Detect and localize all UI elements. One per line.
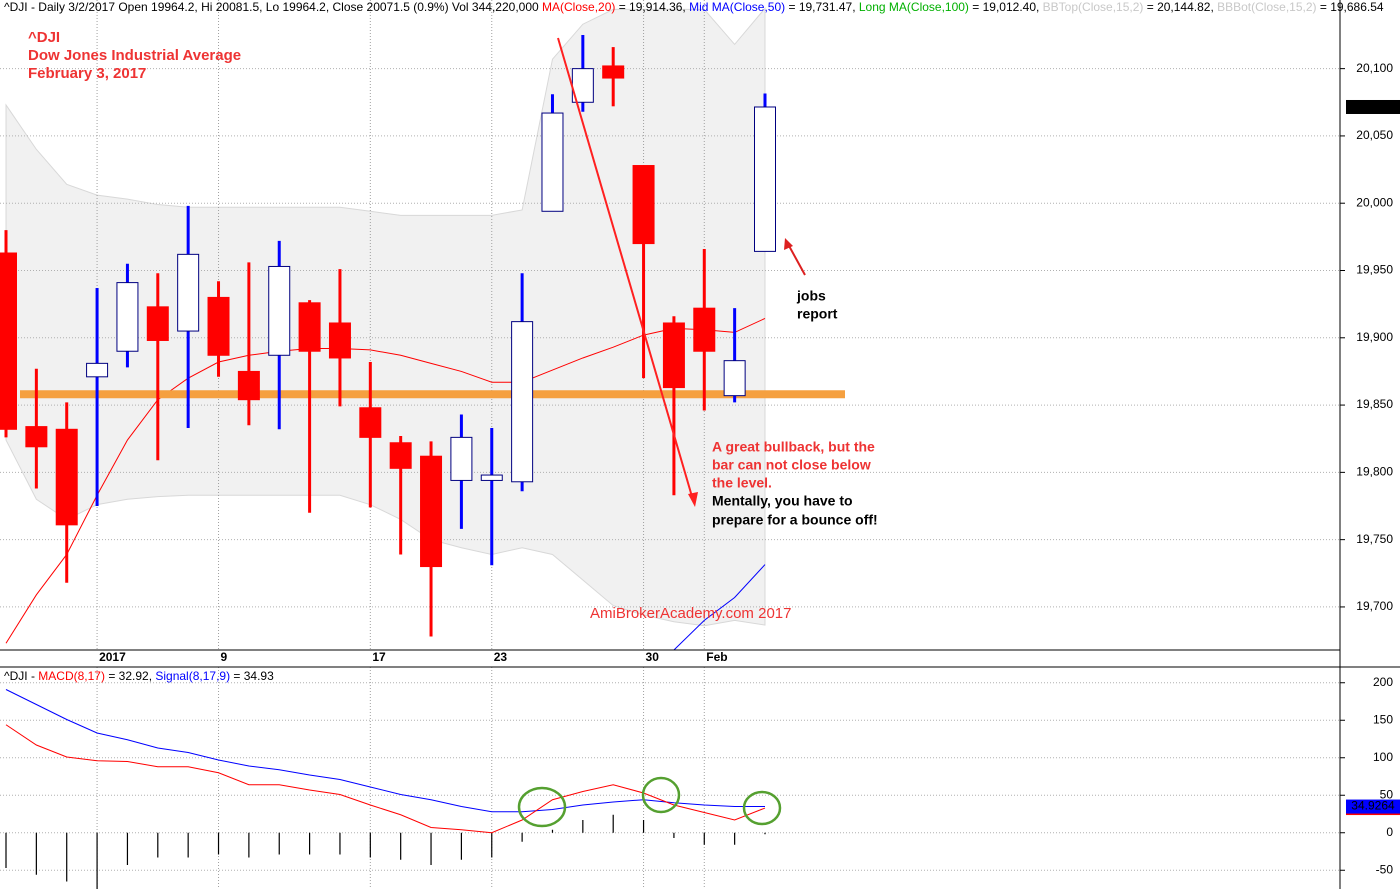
annotation: jobs — [796, 288, 826, 304]
y-tick-label: 19,950 — [1356, 263, 1393, 277]
candle-body — [511, 321, 534, 483]
candle-body — [146, 306, 169, 341]
legend-reading: = 19,731.47, — [785, 0, 859, 14]
y-tick-label: 150 — [1373, 712, 1393, 726]
x-tick-label: 2017 — [99, 650, 126, 664]
legend-entry: MA(Close,20) — [542, 0, 615, 14]
y-tick-label: 19,800 — [1356, 465, 1393, 479]
y-tick-label: 100 — [1373, 750, 1393, 764]
arrow-head — [784, 238, 793, 250]
candle-body — [754, 106, 776, 252]
annotation: Mentally, you have to — [712, 493, 853, 509]
y-tick-label: 20,000 — [1356, 195, 1393, 209]
annotation: bar can not close below — [712, 457, 871, 473]
annotation: A great bullback, but the — [712, 439, 875, 455]
candle-body — [541, 112, 564, 212]
legend-entry: MACD(8,17) — [38, 669, 105, 683]
bollinger-band — [5, 6, 766, 627]
y-tick-label: 20,100 — [1356, 61, 1393, 75]
candle-body — [328, 322, 351, 359]
x-tick-label: 30 — [646, 650, 660, 664]
header-text: ^DJI - — [4, 669, 38, 683]
indicator-line — [5, 724, 766, 834]
annotation: prepare for a bounce off! — [712, 512, 878, 528]
candle-body — [450, 436, 473, 481]
moving-average — [5, 318, 766, 644]
candle-body — [359, 407, 382, 438]
value-label-box — [1346, 99, 1400, 114]
crossover-circle — [641, 776, 681, 814]
y-tick-label: 19,900 — [1356, 330, 1393, 344]
value-label: 34.9264 — [1351, 799, 1395, 813]
candle-body — [177, 253, 200, 332]
x-tick-label: Feb — [706, 650, 727, 664]
y-tick-label: 19,700 — [1356, 599, 1393, 613]
y-tick-label: 50 — [1380, 787, 1394, 801]
candle-body — [55, 428, 78, 526]
y-tick-label: -50 — [1376, 862, 1394, 876]
trend-arrow — [557, 37, 694, 501]
candle-body — [602, 65, 625, 79]
candle-body — [237, 370, 260, 401]
watermark: AmiBrokerAcademy.com 2017 — [590, 605, 791, 622]
arrow-head — [688, 492, 698, 507]
legend-entry: BBBot(Close,15,2) — [1217, 0, 1316, 14]
x-tick-label: 9 — [221, 650, 228, 664]
y-tick-label: 19,750 — [1356, 532, 1393, 546]
candle-body — [268, 265, 291, 356]
header-text: ^DJI - Daily 3/2/2017 Open 19964.2, Hi 2… — [4, 0, 542, 14]
candle-body — [207, 296, 230, 356]
y-tick-label: 19,850 — [1356, 397, 1393, 411]
candle-body — [86, 362, 109, 378]
y-tick-label: 0 — [1386, 825, 1393, 839]
candle-body — [389, 442, 412, 469]
y-tick-label: 200 — [1373, 675, 1393, 689]
legend-reading: = 34.93 — [230, 669, 274, 683]
crossover-circle — [517, 786, 567, 828]
annotation: report — [797, 306, 838, 322]
candle-body — [420, 455, 443, 568]
candle-body — [662, 322, 685, 389]
legend-entry: Mid MA(Close,50) — [689, 0, 785, 14]
y-tick-label: 20,050 — [1356, 128, 1393, 142]
annotation: the level. — [712, 475, 772, 491]
candle-body — [632, 165, 655, 245]
annotation-title: Dow Jones Industrial Average — [28, 47, 241, 64]
candle-body — [0, 252, 17, 430]
candle-body — [116, 282, 139, 352]
legend-reading: = 19,686.54 — [1317, 0, 1384, 14]
legend-entry: BBTop(Close,15,2) — [1043, 0, 1144, 14]
legend-entry: Signal(8,17,9) — [155, 669, 230, 683]
header: ^DJI - MACD(8,17) = 32.92, Signal(8,17,9… — [4, 669, 274, 683]
legend-entry: Long MA(Close,100) — [859, 0, 969, 14]
jobs-arrow — [787, 243, 806, 276]
candle-body — [298, 302, 321, 352]
x-tick-label: 17 — [372, 650, 386, 664]
annotation-title: February 3, 2017 — [28, 65, 146, 82]
legend-reading: = 20,144.82, — [1143, 0, 1217, 14]
header: ^DJI - Daily 3/2/2017 Open 19964.2, Hi 2… — [4, 0, 1384, 14]
annotation-title: ^DJI — [28, 29, 60, 46]
candle-body — [480, 474, 503, 481]
value-label-box — [1346, 799, 1400, 814]
candle-body — [25, 426, 48, 448]
x-tick-label: 23 — [494, 650, 508, 664]
candle-body — [723, 360, 746, 397]
legend-reading: = 32.92, — [105, 669, 155, 683]
indicator-line — [5, 689, 766, 813]
candle-body — [693, 307, 716, 352]
legend-reading: = 19,012.40, — [969, 0, 1043, 14]
legend-reading: = 19,914.36, — [615, 0, 689, 14]
crossover-circle — [742, 790, 782, 826]
value-label: 20,071.5 — [1350, 99, 1397, 113]
moving-average — [673, 564, 766, 651]
